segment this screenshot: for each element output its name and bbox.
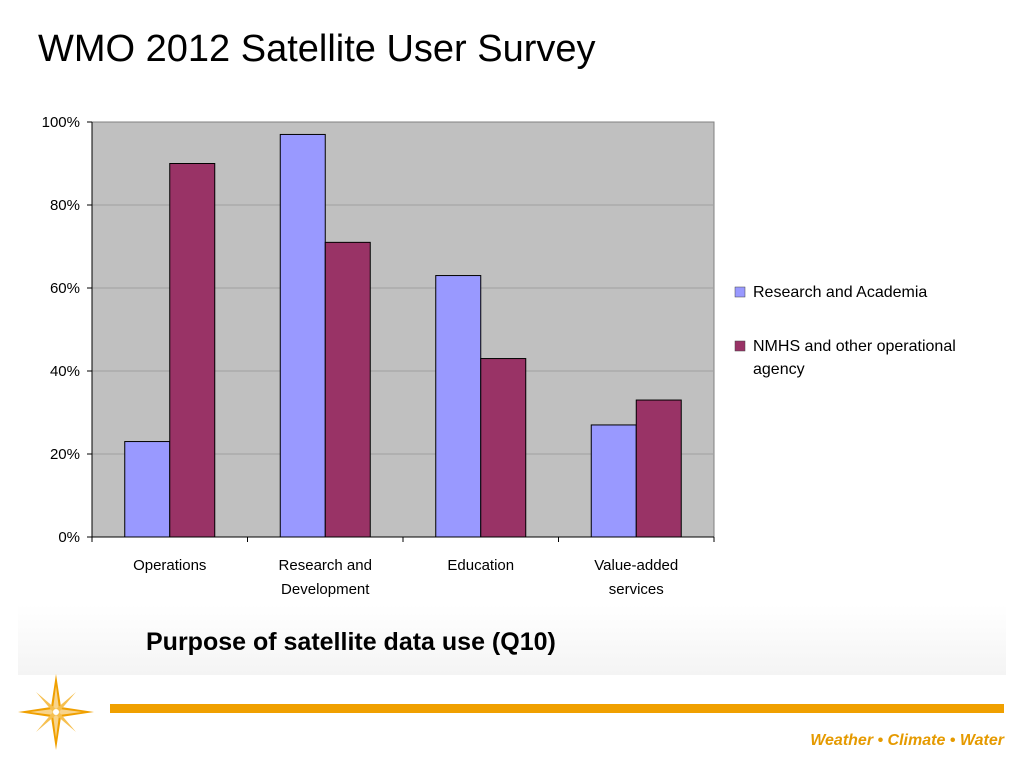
- compass-star-icon: [18, 674, 94, 750]
- legend-label: agency: [753, 361, 805, 378]
- slide-title: WMO 2012 Satellite User Survey: [38, 28, 596, 70]
- legend-label: Research and Academia: [753, 284, 927, 301]
- bar: [480, 358, 527, 538]
- x-tick-label: services: [609, 581, 664, 598]
- chart-caption: Purpose of satellite data use (Q10): [146, 628, 556, 656]
- bar: [635, 399, 682, 538]
- legend-swatch: [734, 286, 746, 298]
- legend-label: NMHS and other operational: [753, 338, 956, 355]
- bar: [169, 163, 216, 538]
- bar: [435, 275, 482, 538]
- y-tick-label: 0%: [58, 529, 80, 546]
- y-tick-label: 60%: [50, 280, 80, 297]
- footer-tagline: Weather • Climate • Water: [810, 732, 1004, 749]
- bar: [590, 424, 637, 538]
- legend-swatch: [734, 340, 746, 352]
- y-tick-label: 40%: [50, 363, 80, 380]
- bar: [124, 441, 171, 538]
- x-tick-label: Value-added: [594, 557, 678, 574]
- x-tick-label: Development: [281, 581, 370, 598]
- y-tick-label: 20%: [50, 446, 80, 463]
- x-tick-label: Education: [447, 557, 514, 574]
- footer-line: [110, 704, 1004, 713]
- y-tick-label: 80%: [50, 197, 80, 214]
- bar: [279, 133, 326, 538]
- x-tick-label: Operations: [133, 557, 206, 574]
- bar: [324, 241, 371, 538]
- x-tick-label: Research and: [279, 557, 372, 574]
- y-tick-label: 100%: [42, 114, 80, 131]
- caption-band: [18, 605, 1006, 675]
